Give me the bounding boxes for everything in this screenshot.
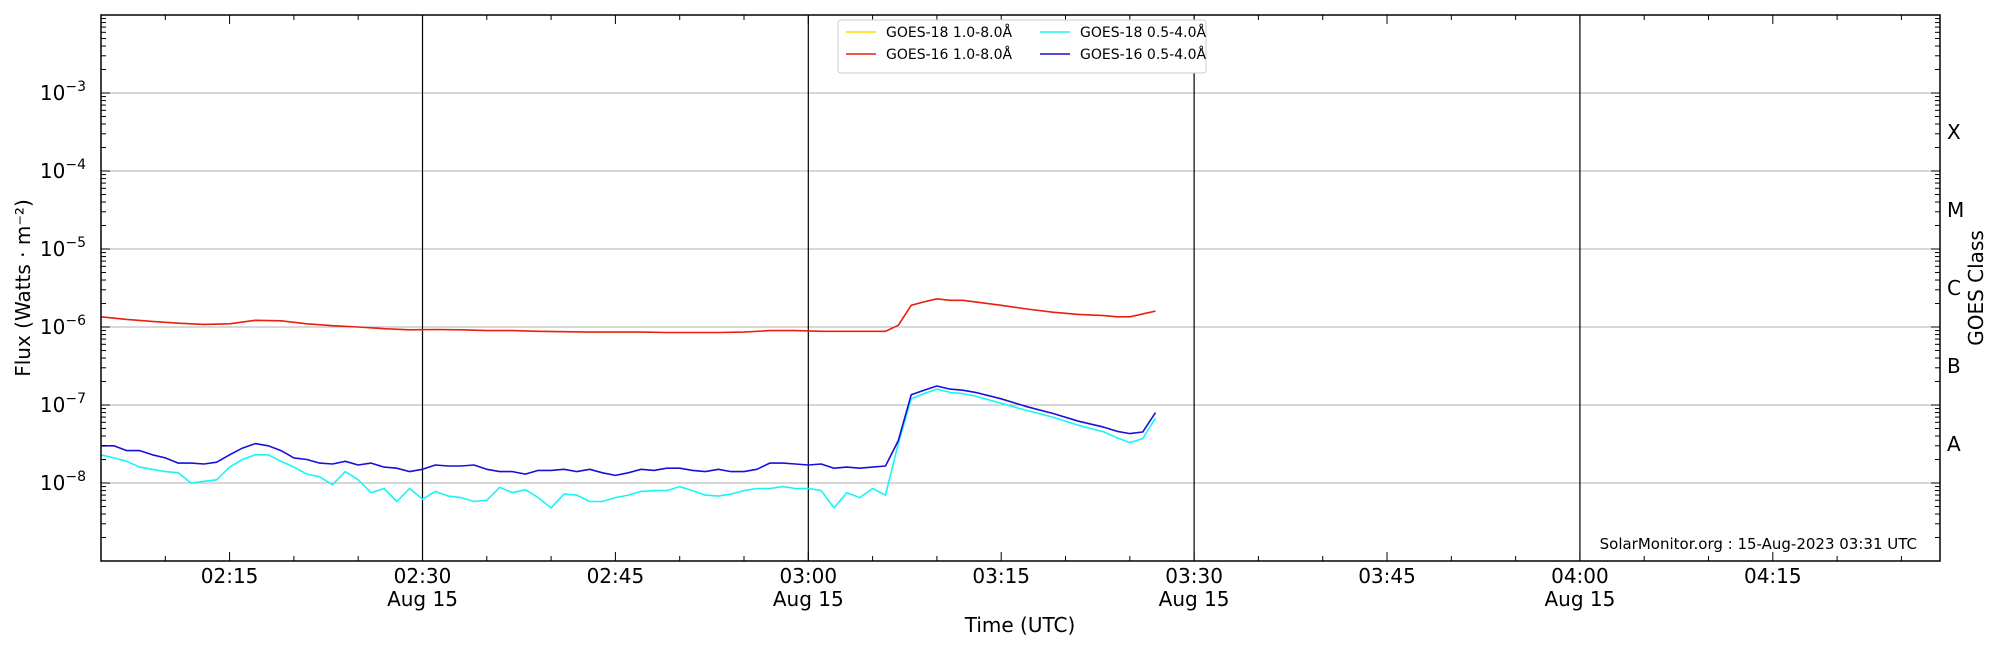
y-tick-label: 10−5	[40, 235, 86, 261]
y-tick-label: 10−6	[40, 313, 86, 339]
y-tick-label: 10−7	[40, 391, 86, 417]
y-tick-label: 10−8	[40, 469, 86, 495]
goes-class-label-c: C	[1947, 276, 1961, 300]
series-layer	[100, 297, 1157, 509]
tick-layer	[100, 15, 1940, 562]
legend-entry: GOES-16 0.5-4.0Å	[1080, 46, 1206, 63]
credit-label: SolarMonitor.org : 15-Aug-2023 03:31 UTC	[1600, 535, 1917, 553]
legend-entry: GOES-18 0.5-4.0Å	[1080, 24, 1206, 41]
x-tick-label: 02:15	[201, 564, 259, 588]
x-tick-label: 03:15	[972, 564, 1030, 588]
goes-class-label-x: X	[1947, 120, 1961, 144]
series-line-3	[101, 385, 1157, 477]
legend-entry: GOES-18 1.0-8.0Å	[886, 24, 1012, 41]
legend: GOES-18 1.0-8.0Å GOES-18 0.5-4.0Å GOES-16 …	[837, 19, 1207, 74]
y-tick-label: 10−3	[40, 79, 86, 105]
vertical-lines-layer	[421, 15, 1581, 561]
x-axis-title: Time (UTC)	[964, 613, 1076, 637]
goes-class-label-a: A	[1947, 432, 1961, 456]
x-tick-date-label: Aug 15	[773, 587, 844, 611]
x-tick-label: 02:45	[587, 564, 645, 588]
x-tick-label: 02:30	[394, 564, 452, 588]
goes-class-label-b: B	[1947, 354, 1961, 378]
x-tick-date-label: Aug 15	[1159, 587, 1230, 611]
y-tick-label: 10−4	[40, 157, 86, 183]
x-tick-label: 04:00	[1551, 564, 1609, 588]
x-tick-date-label: Aug 15	[1544, 587, 1615, 611]
x-tick-label: 03:45	[1358, 564, 1416, 588]
x-tick-date-label: Aug 15	[387, 587, 458, 611]
legend-frame	[837, 19, 1207, 74]
plot-frame	[100, 14, 1941, 562]
y-axis-title: Flux (Watts · m⁻²)	[11, 199, 35, 377]
series-line-1	[100, 297, 1156, 334]
goes-class-label-m: M	[1947, 198, 1964, 222]
series-line-2	[100, 388, 1157, 509]
x-tick-label: 03:30	[1165, 564, 1223, 588]
x-tick-label: 03:00	[779, 564, 837, 588]
legend-entry: GOES-16 1.0-8.0Å	[886, 46, 1012, 63]
x-tick-label: 04:15	[1744, 564, 1802, 588]
grid-layer	[101, 92, 1940, 484]
right-axis-title: GOES Class	[1964, 230, 1988, 346]
